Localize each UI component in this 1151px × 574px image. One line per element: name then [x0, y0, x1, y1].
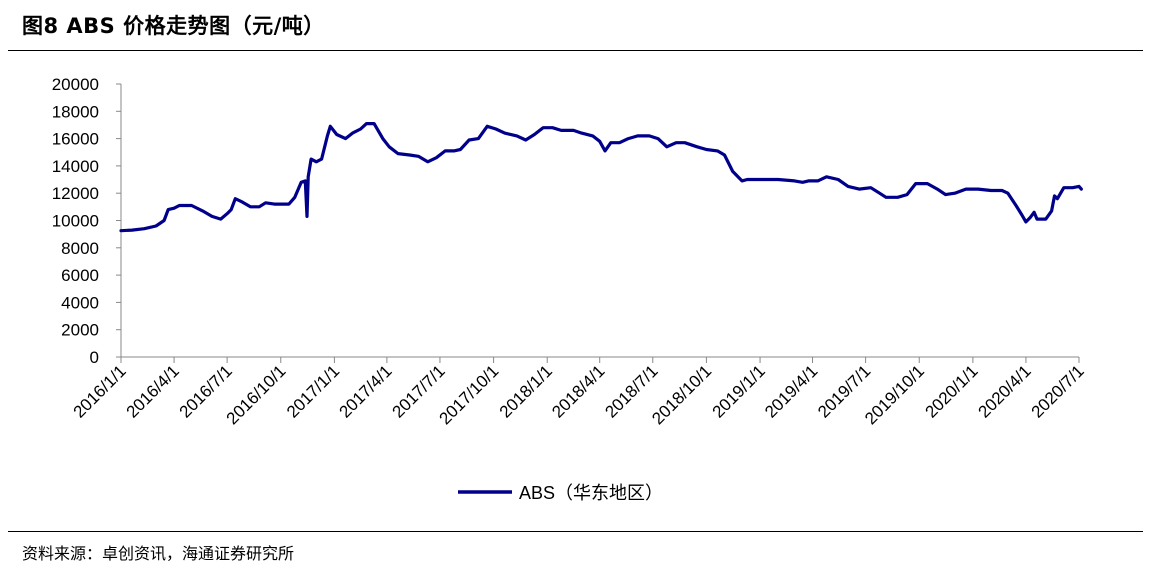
bottom-rule: [8, 531, 1143, 532]
y-tick-label: 2000: [61, 321, 99, 340]
legend: ABS（华东地区）: [458, 483, 663, 503]
x-tick-label: 2018/10/1: [648, 361, 715, 428]
figure-title: 图8 ABS 价格走势图（元/吨）: [22, 14, 325, 38]
y-tick-label: 8000: [61, 239, 99, 258]
series-line-abs: [119, 122, 1083, 233]
y-tick-label: 20000: [52, 75, 99, 94]
x-tick-label: 2017/4/1: [335, 361, 395, 421]
abs-price-line-chart: 0 2000 4000 6000 8000 10000 12000 14000 16000 180…: [52, 75, 1088, 503]
x-tick-label: 2016/4/1: [123, 361, 183, 421]
x-tick-label: 2018/4/1: [548, 361, 608, 421]
x-tick-label: 2020/7/1: [1028, 361, 1088, 421]
y-tick-label: 18000: [52, 102, 99, 121]
series-layer: [119, 122, 1083, 233]
x-tick-label: 2016/10/1: [223, 361, 290, 428]
x-axis: 2016/1/12016/4/12016/7/12016/10/12017/1/…: [70, 356, 1088, 428]
x-tick-label: 2016/1/1: [70, 361, 130, 421]
top-rule: [8, 50, 1143, 51]
x-tick-label: 2017/10/1: [435, 361, 502, 428]
x-tick-label: 2018/1/1: [496, 361, 556, 421]
x-tick-label: 2019/10/1: [861, 361, 928, 428]
y-tick-label: 6000: [61, 266, 99, 285]
y-tick-label: 4000: [61, 293, 99, 312]
y-axis: 0 2000 4000 6000 8000 10000 12000 14000 16000 180…: [52, 75, 122, 367]
y-tick-label: 16000: [52, 130, 99, 149]
source-note: 资料来源：卓创资讯，海通证券研究所: [22, 544, 295, 563]
x-tick-label: 2019/4/1: [761, 361, 821, 421]
x-tick-label: 2020/4/1: [975, 361, 1035, 421]
x-tick-label: 2019/1/1: [709, 361, 769, 421]
x-tick-label: 2017/1/1: [283, 361, 343, 421]
y-tick-label: 10000: [52, 212, 99, 231]
y-tick-label: 0: [90, 348, 99, 367]
y-tick-label: 12000: [52, 184, 99, 203]
y-tick-label: 14000: [52, 157, 99, 176]
x-tick-label: 2020/1/1: [921, 361, 981, 421]
legend-label: ABS（华东地区）: [519, 483, 663, 503]
